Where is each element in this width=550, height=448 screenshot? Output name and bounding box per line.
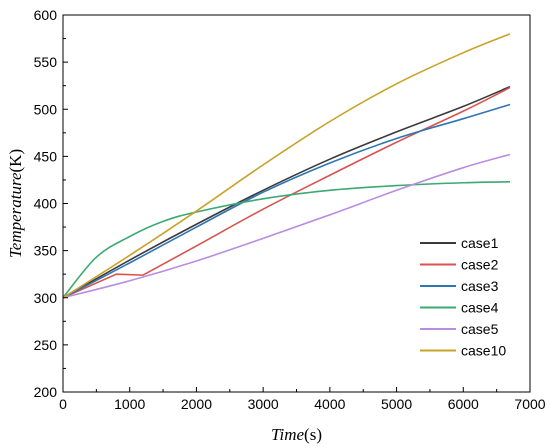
x-tick-label: 4000 (314, 396, 345, 412)
y-axis-title: Temperature(K) (6, 149, 25, 258)
legend-label-case3: case3 (461, 278, 499, 294)
x-axis: 0 1000 2000 3000 4000 5000 6000 7000 (59, 387, 546, 412)
series-line-case1 (62, 85, 511, 299)
legend-label-case2: case2 (461, 257, 499, 273)
x-axis-title: Time(s) (271, 425, 322, 444)
y-tick-label: 300 (34, 290, 58, 306)
y-axis: 200 250 300 350 400 450 500 550 600 (34, 7, 68, 400)
y-tick-label: 200 (34, 384, 58, 400)
y-axis-title-unit: (K) (6, 149, 25, 173)
x-tick-label: 7000 (514, 396, 545, 412)
x-tick-label: 6000 (448, 396, 479, 412)
series-line-case10 (62, 33, 511, 299)
series-line-case4 (62, 181, 511, 299)
x-tick-label: 5000 (381, 396, 412, 412)
y-tick-label: 600 (34, 7, 58, 23)
legend: case1 case2 case3 case4 case5 case10 (420, 235, 506, 359)
legend-label-case1: case1 (461, 235, 499, 251)
legend-label-case10: case10 (461, 343, 506, 359)
x-axis-title-main: Time (271, 425, 305, 444)
series-lines (62, 33, 511, 299)
legend-label-case5: case5 (461, 321, 499, 337)
y-tick-label: 250 (34, 337, 58, 353)
x-tick-label: 2000 (181, 396, 212, 412)
series-line-case2 (62, 86, 511, 299)
y-tick-label: 550 (34, 54, 58, 70)
y-tick-label: 400 (34, 196, 58, 212)
plot-frame (62, 14, 531, 393)
y-tick-label: 500 (34, 101, 58, 117)
y-axis-title-main: Temperature (6, 172, 25, 258)
y-tick-label: 350 (34, 243, 58, 259)
x-tick-label: 3000 (248, 396, 279, 412)
y-tick-label: 450 (34, 148, 58, 164)
series-line-case5 (62, 153, 511, 299)
x-axis-title-unit: (s) (304, 425, 322, 444)
x-tick-label: 0 (59, 396, 67, 412)
x-tick-label: 1000 (114, 396, 145, 412)
series-line-case3 (62, 103, 511, 299)
legend-label-case4: case4 (461, 300, 499, 316)
